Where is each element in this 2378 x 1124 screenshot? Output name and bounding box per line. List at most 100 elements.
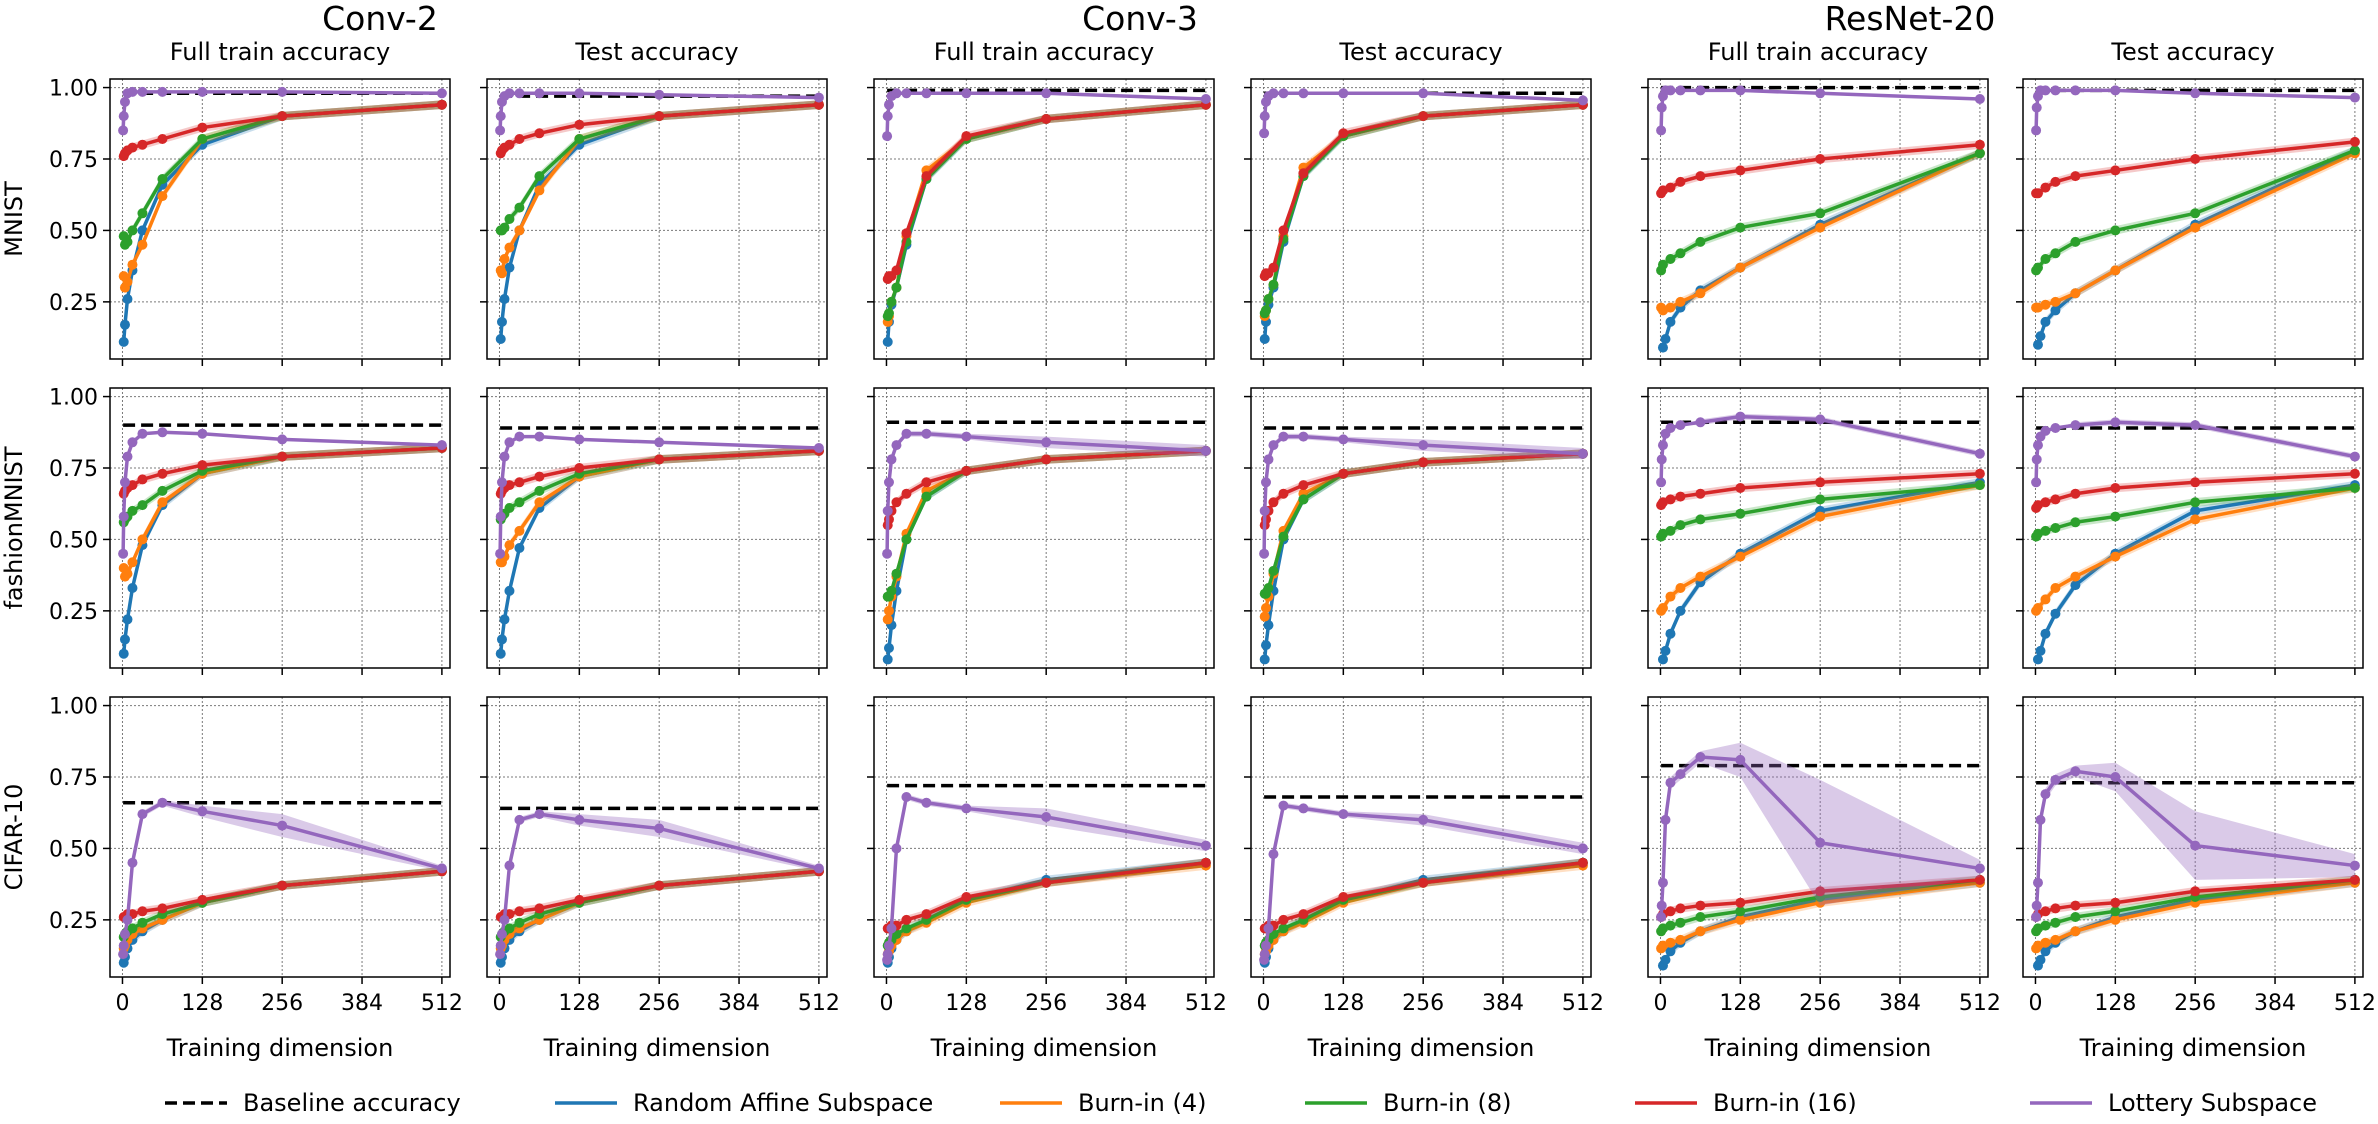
series-burn-in-8 bbox=[1656, 148, 1985, 276]
data-point bbox=[2031, 454, 2042, 465]
data-point bbox=[1695, 912, 1706, 922]
data-point bbox=[2031, 477, 2042, 488]
panel-r0-c3 bbox=[1244, 78, 1592, 366]
x-tick-label: 512 bbox=[421, 991, 463, 1016]
data-point bbox=[2190, 420, 2201, 431]
data-point bbox=[2050, 85, 2061, 96]
series-burn-in-16 bbox=[2031, 468, 2360, 513]
plot-frame bbox=[1647, 78, 1989, 360]
data-point bbox=[1675, 520, 1686, 531]
series-lottery bbox=[1259, 88, 1588, 139]
x-tick-label: 256 bbox=[1799, 991, 1841, 1016]
data-point bbox=[2070, 488, 2081, 499]
data-point bbox=[1259, 334, 1270, 344]
x-axis-label: Training dimension bbox=[930, 1034, 1158, 1062]
legend-item: Burn-in (16) bbox=[1635, 1089, 1857, 1117]
data-point bbox=[1041, 812, 1052, 822]
data-point bbox=[1259, 505, 1270, 516]
series-line bbox=[886, 102, 1207, 317]
y-tick-label: 1.00 bbox=[49, 695, 98, 720]
data-point bbox=[514, 225, 525, 236]
legend-item: Burn-in (4) bbox=[1000, 1089, 1207, 1117]
data-point bbox=[504, 262, 515, 273]
data-point bbox=[122, 914, 133, 925]
data-point bbox=[1665, 302, 1676, 313]
data-point bbox=[1695, 900, 1706, 911]
series-lottery bbox=[882, 428, 1211, 559]
data-point bbox=[961, 465, 972, 476]
data-point bbox=[534, 485, 545, 496]
data-point bbox=[921, 428, 932, 439]
panel-r0-c4 bbox=[1641, 78, 1989, 366]
series-burn-in-4 bbox=[2031, 877, 2360, 954]
data-point bbox=[197, 806, 208, 817]
data-point bbox=[1268, 279, 1279, 290]
series-band bbox=[887, 446, 1206, 601]
series-lottery bbox=[495, 88, 824, 136]
data-point bbox=[137, 239, 148, 250]
data-point bbox=[654, 437, 665, 448]
data-point bbox=[122, 451, 133, 462]
series-line bbox=[121, 446, 442, 654]
data-point bbox=[813, 92, 824, 103]
row-label-mnist: MNIST bbox=[0, 181, 28, 257]
data-point bbox=[137, 225, 148, 236]
y-tick-label: 0.25 bbox=[49, 909, 98, 934]
data-point bbox=[127, 142, 138, 153]
data-point bbox=[137, 917, 148, 928]
x-tick-label: 0 bbox=[879, 991, 893, 1016]
series-burn-in-16 bbox=[2031, 136, 2360, 199]
x-axis-label: Training dimension bbox=[166, 1034, 394, 1062]
data-point bbox=[1675, 917, 1686, 928]
data-point bbox=[495, 334, 506, 344]
data-point bbox=[514, 477, 525, 488]
legend-item: Baseline accuracy bbox=[165, 1089, 461, 1117]
data-point bbox=[137, 534, 148, 545]
series-burn-in-4 bbox=[882, 445, 1211, 625]
data-point bbox=[2050, 903, 2061, 914]
legend-item: Lottery Subspace bbox=[2030, 1089, 2317, 1117]
data-point bbox=[127, 225, 138, 236]
data-point bbox=[1278, 914, 1289, 925]
series-band bbox=[123, 799, 442, 955]
plot-area bbox=[1656, 742, 1985, 971]
data-point bbox=[813, 99, 824, 110]
series-line bbox=[1263, 102, 1584, 317]
data-point bbox=[1815, 511, 1826, 522]
series-line bbox=[121, 430, 442, 554]
data-point bbox=[436, 863, 447, 874]
x-tick-label: 384 bbox=[1879, 991, 1921, 1016]
plot-frame bbox=[2022, 78, 2364, 360]
panel-r0-c2 bbox=[867, 78, 1215, 366]
data-point bbox=[891, 265, 902, 276]
data-point bbox=[883, 308, 894, 319]
data-point bbox=[886, 923, 897, 934]
series-band bbox=[887, 794, 1206, 960]
series-line bbox=[1659, 414, 1981, 483]
plot-frame bbox=[1250, 78, 1592, 360]
x-tick-label: 0 bbox=[2028, 991, 2042, 1016]
series-line bbox=[887, 449, 1206, 599]
series-band bbox=[887, 100, 1206, 321]
plot-frame bbox=[486, 387, 828, 669]
data-point bbox=[1735, 483, 1746, 493]
data-point bbox=[118, 940, 129, 951]
row-label-cifar-10: CIFAR-10 bbox=[0, 784, 28, 891]
panel-r2-c2: 0 128 256 384 512 Training dimension bbox=[867, 696, 1227, 1062]
data-point bbox=[1577, 857, 1588, 868]
series-burn-in-16 bbox=[882, 99, 1211, 284]
data-point bbox=[1298, 494, 1309, 505]
x-tick-label: 256 bbox=[261, 991, 303, 1016]
data-point bbox=[1695, 752, 1706, 762]
data-point bbox=[2070, 926, 2081, 937]
series-band bbox=[887, 100, 1206, 347]
series-line bbox=[886, 102, 1207, 323]
data-point bbox=[127, 437, 138, 448]
data-point bbox=[2110, 511, 2121, 522]
series-band bbox=[1661, 742, 1980, 917]
series-line bbox=[1264, 451, 1583, 596]
x-axis-label: Training dimension bbox=[1704, 1034, 1932, 1062]
plot-area bbox=[882, 88, 1211, 347]
data-point bbox=[2031, 912, 2042, 922]
